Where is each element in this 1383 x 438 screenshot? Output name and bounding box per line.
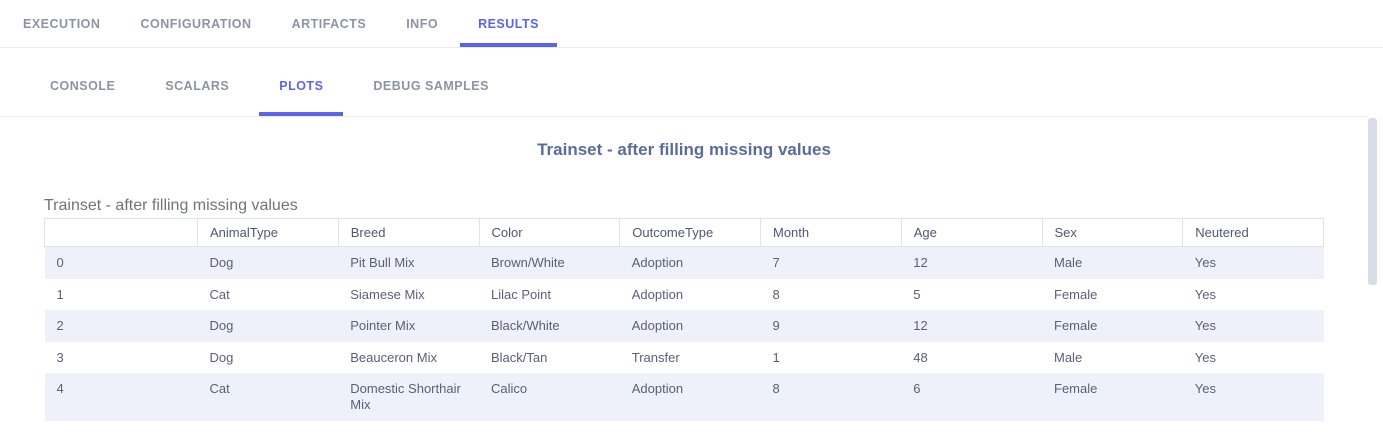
row-index-cell: 0 [56, 255, 64, 270]
table-cell: Adoption [631, 381, 684, 397]
table-cell: Dog [209, 349, 234, 365]
top-tab-bar: EXECUTION CONFIGURATION ARTIFACTS INFO R… [0, 0, 1383, 48]
row-index-cell: 3 [56, 349, 64, 365]
plots-panel: Trainset - after filling missing values … [0, 117, 1368, 438]
table-cell: Cat [209, 286, 230, 302]
table-row: 3 Dog Beauceron Mix Black/Tan Transfer 1 48 Mal… [45, 342, 1324, 374]
table-cell: Yes [1194, 286, 1216, 302]
column-header: Month [760, 218, 902, 247]
column-header [44, 218, 198, 247]
table-cell: Beauceron Mix [350, 349, 437, 365]
table-cell: 48 [913, 349, 928, 365]
tab-debug-samples[interactable]: DEBUG SAMPLES [373, 79, 489, 93]
table-body: 0 Dog Pit Bull Mix Brown/White Adoption 7 12 Ma… [44, 246, 1324, 421]
row-index-cell: 4 [56, 381, 64, 397]
tab-console[interactable]: CONSOLE [50, 79, 116, 93]
table-cell: Adoption [631, 318, 684, 334]
table-cell: 9 [772, 318, 780, 334]
plot-title: Trainset - after filling missing values [537, 140, 831, 159]
table-cell: Pit Bull Mix [350, 255, 415, 270]
table-cell: Yes [1194, 255, 1216, 270]
tab-info[interactable]: INFO [406, 16, 439, 31]
table-cell: Male [1054, 349, 1083, 365]
table-cell: Adoption [631, 286, 684, 302]
data-table: AnimalType Breed Color OutcomeType Month Age S… [44, 218, 1324, 421]
tab-artifacts[interactable]: ARTIFACTS [291, 16, 367, 31]
table-cell: 7 [772, 255, 780, 270]
table-cell: Siamese Mix [350, 286, 425, 302]
table-cell: Pointer Mix [350, 318, 416, 334]
table-cell: Cat [209, 381, 230, 397]
row-index-cell: 1 [56, 286, 64, 302]
table-row: 0 Dog Pit Bull Mix Brown/White Adoption 7 12 Ma… [44, 246, 1324, 279]
table-cell: 8 [772, 381, 780, 397]
table-cell: Dog [209, 255, 234, 270]
tab-scalars[interactable]: SCALARS [165, 79, 230, 93]
column-header: Color [478, 218, 621, 247]
table-cell: Adoption [631, 255, 684, 270]
table-header-row: AnimalType Breed Color OutcomeType Month Age S… [44, 218, 1324, 247]
table-row: 2 Dog Pointer Mix Black/White Adoption 9 12 Fem… [44, 310, 1324, 342]
column-header: Neutered [1182, 218, 1324, 247]
table-cell: 6 [913, 381, 921, 397]
table-cell: Yes [1194, 349, 1216, 365]
table-cell: 12 [913, 255, 928, 270]
table-cell: Domestic Shorthair Mix [350, 381, 461, 412]
column-header: Breed [337, 218, 480, 247]
tab-configuration[interactable]: CONFIGURATION [140, 16, 252, 31]
column-header: OutcomeType [619, 218, 761, 247]
column-header: Age [900, 218, 1043, 247]
table-cell: Yes [1194, 381, 1216, 397]
row-index-cell: 2 [56, 318, 64, 334]
tab-plots[interactable]: PLOTS [259, 48, 344, 116]
table-cell: Lilac Point [491, 286, 551, 302]
table-cell: Dog [209, 318, 234, 334]
table-cell: Yes [1194, 318, 1216, 334]
table-cell: Male [1054, 255, 1083, 270]
table-row: 4 Cat Domestic Shorthair Mix Calico Adoption… [44, 373, 1324, 421]
vertical-scrollbar-thumb[interactable] [1368, 118, 1377, 285]
table-cell: Brown/White [491, 255, 565, 270]
table-row: 1 Cat Siamese Mix Lilac Point Adoption 8 5 Fema… [45, 279, 1324, 311]
table-head: AnimalType Breed Color OutcomeType Month Age S… [44, 218, 1324, 247]
table-cell: Transfer [631, 349, 680, 365]
table-cell: Female [1054, 286, 1098, 302]
table-cell: 8 [772, 286, 780, 302]
table-cell: Black/White [491, 318, 560, 334]
column-header: Sex [1041, 218, 1184, 247]
table-cell: Black/Tan [491, 349, 548, 365]
table-cell: Calico [491, 381, 528, 397]
tab-execution[interactable]: EXECUTION [23, 16, 101, 31]
results-sub-tab-bar: CONSOLE SCALARS PLOTS DEBUG SAMPLES [0, 48, 1368, 117]
table-cell: Female [1054, 381, 1098, 397]
table-cell: 5 [913, 286, 921, 302]
column-header: AnimalType [197, 218, 339, 247]
table-cell: Female [1054, 318, 1098, 334]
table-cell: 12 [913, 318, 928, 334]
table-title: Trainset - after filling missing values [44, 197, 298, 214]
plot-table-section: Trainset - after filling missing values … [44, 197, 1324, 421]
tab-results[interactable]: RESULTS [460, 0, 557, 47]
table-cell: 1 [772, 349, 780, 365]
